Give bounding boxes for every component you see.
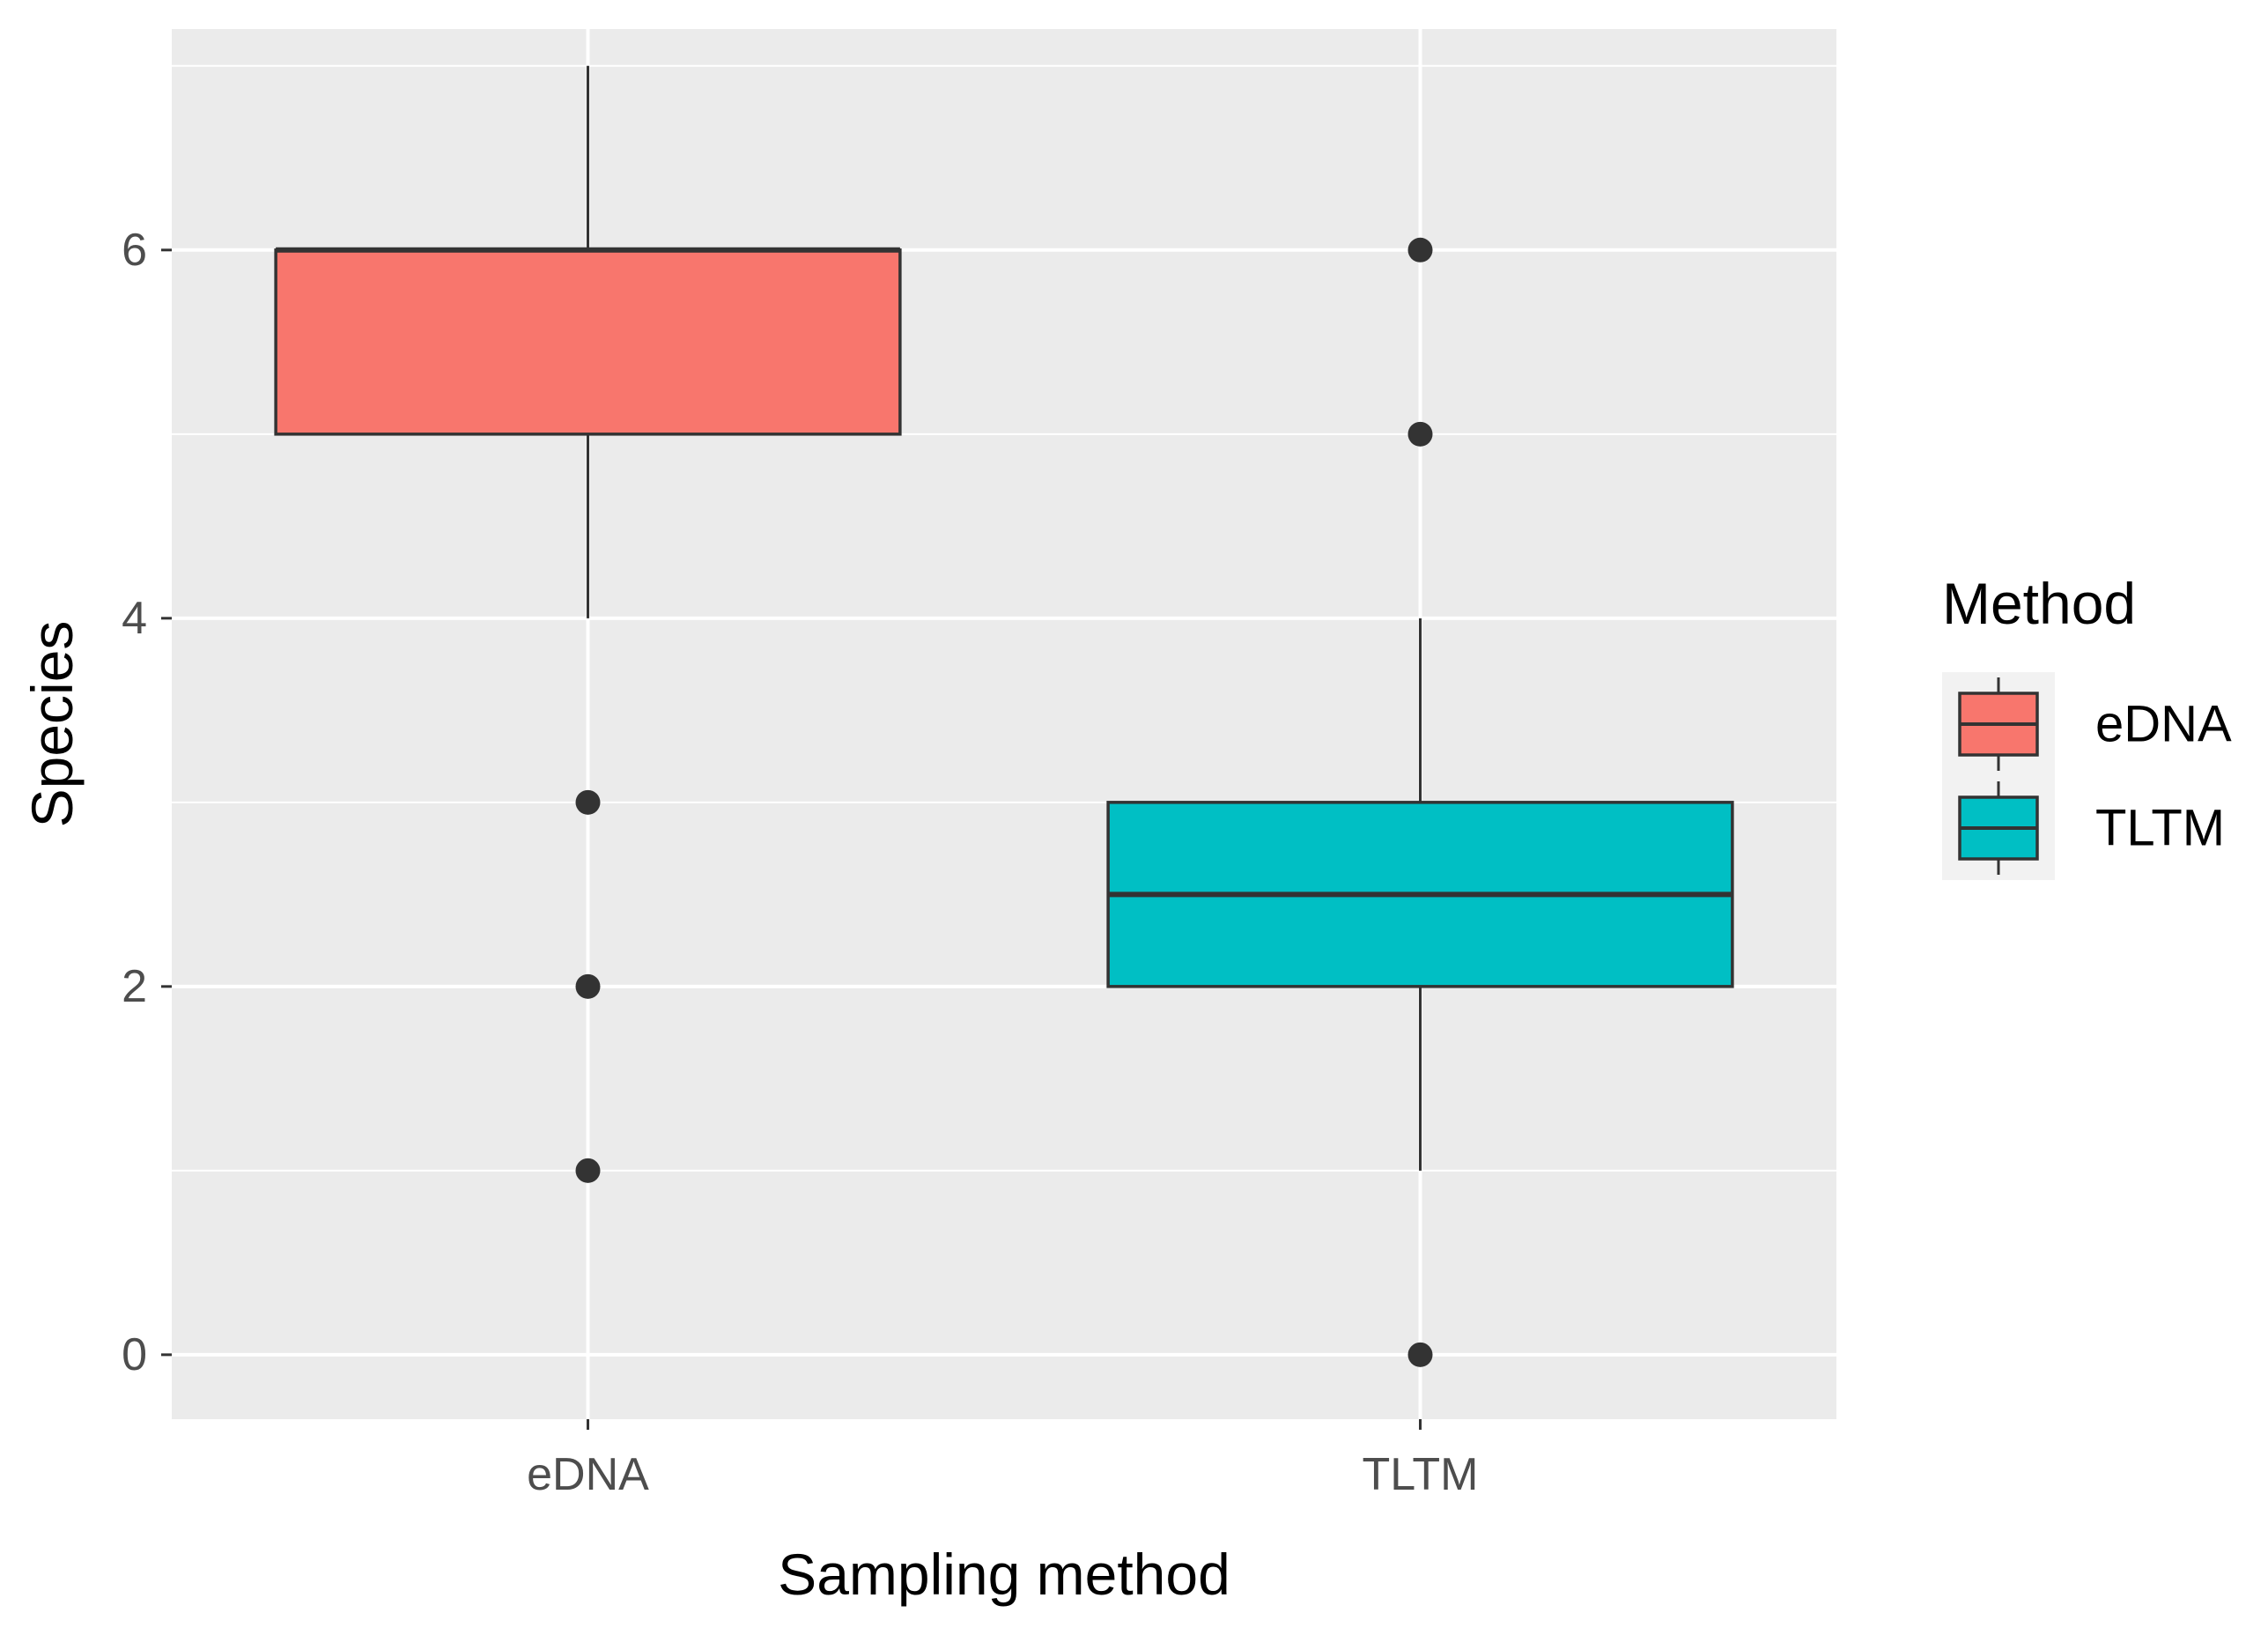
- box-edna: [274, 65, 902, 618]
- outlier-point: [1407, 1342, 1433, 1367]
- legend-item-edna: eDNA: [1958, 677, 2232, 771]
- x-axis: eDNA TLTM: [527, 1419, 1478, 1500]
- legend-title: Method: [1942, 571, 2136, 636]
- legend: Method eDNA TLTM: [1942, 571, 2232, 880]
- legend-label: eDNA: [2095, 696, 2232, 753]
- x-axis-title: Sampling method: [778, 1542, 1230, 1607]
- y-tick-label: 2: [122, 961, 147, 1012]
- outlier-point: [575, 973, 601, 999]
- outlier-point: [1407, 421, 1433, 447]
- y-tick-label: 6: [122, 225, 147, 276]
- boxes: [274, 65, 1734, 1171]
- outlier-points: [575, 237, 1433, 1367]
- x-tick-label: eDNA: [527, 1449, 649, 1500]
- outlier-point: [1407, 237, 1433, 263]
- y-tick-label: 0: [122, 1329, 147, 1380]
- y-axis: 0 2 4 6: [122, 225, 172, 1380]
- legend-label: TLTM: [2095, 800, 2225, 857]
- major-gridlines: [172, 29, 1836, 1419]
- y-tick-label: 4: [122, 593, 147, 644]
- y-axis-title: Species: [19, 621, 85, 828]
- outlier-point: [575, 789, 601, 815]
- legend-item-tltm: TLTM: [1958, 781, 2225, 875]
- outlier-point: [575, 1158, 601, 1183]
- plot-panel: [172, 29, 1836, 1419]
- box-tltm: [1106, 618, 1734, 1171]
- box-iqr: [274, 248, 902, 436]
- x-tick-label: TLTM: [1363, 1449, 1479, 1500]
